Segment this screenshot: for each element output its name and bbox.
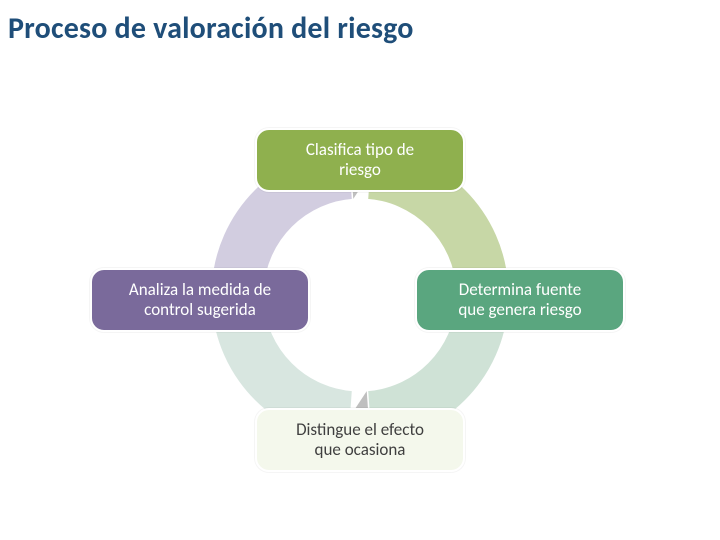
cycle-node-left: Analiza la medida de control sugerida <box>90 268 310 332</box>
cycle-node-bottom: Distingue el efecto que ocasiona <box>255 408 465 472</box>
cycle-diagram: Clasifica tipo de riesgo Determina fuente… <box>0 0 720 540</box>
cycle-node-top: Clasifica tipo de riesgo <box>255 128 465 192</box>
cycle-node-right: Determina fuente que genera riesgo <box>415 268 625 332</box>
page: Proceso de valoración del riesgo Clasifi… <box>0 0 720 540</box>
